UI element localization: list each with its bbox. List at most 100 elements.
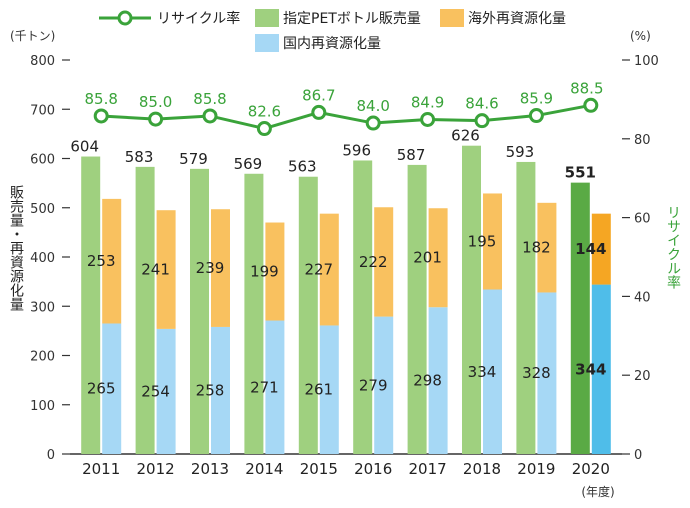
right-tick-label: 100 <box>634 54 659 69</box>
left-tick-label: 600 <box>30 153 55 168</box>
right-axis-ticks: 0 20 40 60 80 100 <box>622 54 659 463</box>
right-axis-unit: (%) <box>630 29 651 43</box>
left-axis-unit: (千トン) <box>10 29 55 43</box>
right-tick-label: 60 <box>634 212 651 227</box>
sales-bar <box>462 145 481 454</box>
domestic-value-label: 254 <box>141 382 170 400</box>
legend-label-overseas: 海外再資源化量 <box>468 11 566 27</box>
recycle-rate-value-label: 85.8 <box>84 90 117 108</box>
domestic-value-label: 271 <box>250 378 279 396</box>
x-tick-label: 2017 <box>409 460 447 478</box>
sales-bar <box>570 182 590 454</box>
sales-bar <box>407 164 427 454</box>
left-tick-label: 200 <box>30 350 55 365</box>
recycle-rate-marker <box>202 108 218 124</box>
x-axis-unit: (年度) <box>581 484 614 499</box>
sales-value-label: 604 <box>70 138 99 156</box>
left-axis-ticks: 0 100 200 300 400 500 600 700 800 <box>30 54 70 463</box>
sales-bar <box>81 156 101 454</box>
sales-value-label: 551 <box>565 164 596 182</box>
overseas-bar <box>102 198 122 324</box>
legend-label-domestic: 国内再資源化量 <box>283 36 381 52</box>
recycle-rate-value-label: 85.0 <box>139 93 172 111</box>
overseas-bar <box>319 213 339 326</box>
sales-value-label: 579 <box>179 150 208 168</box>
domestic-bar <box>265 320 285 454</box>
overseas-bar <box>211 209 230 327</box>
sales-bar <box>516 161 536 454</box>
legend-item-domestic: 国内再資源化量 <box>255 34 381 52</box>
domestic-bar <box>211 326 230 454</box>
recycle-rate-value-label: 84.6 <box>465 95 498 113</box>
x-tick-label: 2011 <box>82 460 120 478</box>
overseas-value-label: 182 <box>522 239 551 257</box>
recycle-rate-value-label: 84.0 <box>356 97 389 115</box>
overseas-bar <box>265 222 285 321</box>
legend-item-overseas: 海外再資源化量 <box>440 9 566 27</box>
recycle-rate-value-label: 85.8 <box>193 90 226 108</box>
x-tick-label: 2019 <box>517 460 555 478</box>
sales-value-label: 569 <box>234 155 263 173</box>
right-tick-label: 80 <box>634 133 651 148</box>
legend-swatch-overseas <box>440 9 464 27</box>
data-labels: 604 253 265 583 241 254 579 239 258 569 199 271 563 2… <box>70 127 606 401</box>
left-axis-label: 販売量・再資源化量 <box>8 185 24 311</box>
domestic-value-label: 265 <box>87 380 116 398</box>
recycle-rate-marker <box>256 121 272 137</box>
domestic-bar <box>428 307 448 454</box>
sales-bar <box>190 168 209 454</box>
recycle-rate-line: 85.8 85.0 85.8 82.6 86.7 84.0 84.9 84.6 85.9 88.5 <box>84 79 604 137</box>
recycle-rate-marker <box>528 108 544 124</box>
overseas-bar <box>483 193 502 290</box>
overseas-bar <box>591 213 611 285</box>
sales-bar <box>353 160 373 454</box>
sales-value-label: 563 <box>288 158 317 176</box>
domestic-value-label: 279 <box>359 376 388 394</box>
x-tick-label: 2016 <box>354 460 392 478</box>
recycle-rate-value-label: 84.9 <box>411 93 444 111</box>
overseas-value-label: 222 <box>359 253 388 271</box>
recycle-rate-value-label: 88.5 <box>570 79 603 97</box>
legend-label-recycle-rate: リサイクル率 <box>157 10 240 27</box>
recycle-rate-polyline <box>101 103 592 131</box>
overseas-value-label: 227 <box>304 261 333 279</box>
recycle-rate-value-label: 82.6 <box>248 103 281 121</box>
recycle-rate-marker <box>365 115 381 131</box>
legend-label-sales: 指定PETボトル販売量 <box>283 11 421 27</box>
overseas-value-label: 199 <box>250 263 279 281</box>
domestic-bar <box>483 289 502 454</box>
domestic-bar <box>537 292 557 454</box>
x-tick-label: 2012 <box>137 460 175 478</box>
domestic-value-label: 328 <box>522 364 551 382</box>
overseas-bar <box>374 207 394 317</box>
recycle-rate-marker <box>420 111 436 127</box>
x-tick-label: 2020 <box>572 460 610 478</box>
overseas-value-label: 239 <box>196 259 225 277</box>
sales-value-label: 583 <box>125 148 154 166</box>
domestic-bar <box>319 325 339 454</box>
left-tick-label: 400 <box>30 251 55 266</box>
recycle-rate-marker <box>93 108 109 124</box>
left-tick-label: 100 <box>30 399 55 414</box>
right-tick-label: 40 <box>634 290 651 305</box>
recycle-rate-value-label: 85.9 <box>520 90 553 108</box>
left-tick-label: 800 <box>30 54 55 69</box>
overseas-bar <box>428 208 448 308</box>
domestic-bar <box>374 316 394 454</box>
domestic-value-label: 298 <box>413 372 442 390</box>
overseas-value-label: 253 <box>87 252 116 270</box>
sales-bar <box>135 166 155 454</box>
sales-value-label: 593 <box>506 143 535 161</box>
overseas-value-label: 201 <box>413 249 442 267</box>
left-tick-label: 700 <box>30 103 55 118</box>
left-tick-label: 0 <box>47 448 55 463</box>
legend-item-recycle-rate: リサイクル率 <box>99 10 240 27</box>
domestic-value-label: 258 <box>196 381 225 399</box>
recycle-rate-marker <box>311 104 327 120</box>
bars <box>81 145 611 454</box>
domestic-value-label: 334 <box>468 363 497 381</box>
left-tick-label: 300 <box>30 300 55 315</box>
recycle-rate-marker <box>148 111 164 127</box>
sales-bar <box>298 176 318 454</box>
